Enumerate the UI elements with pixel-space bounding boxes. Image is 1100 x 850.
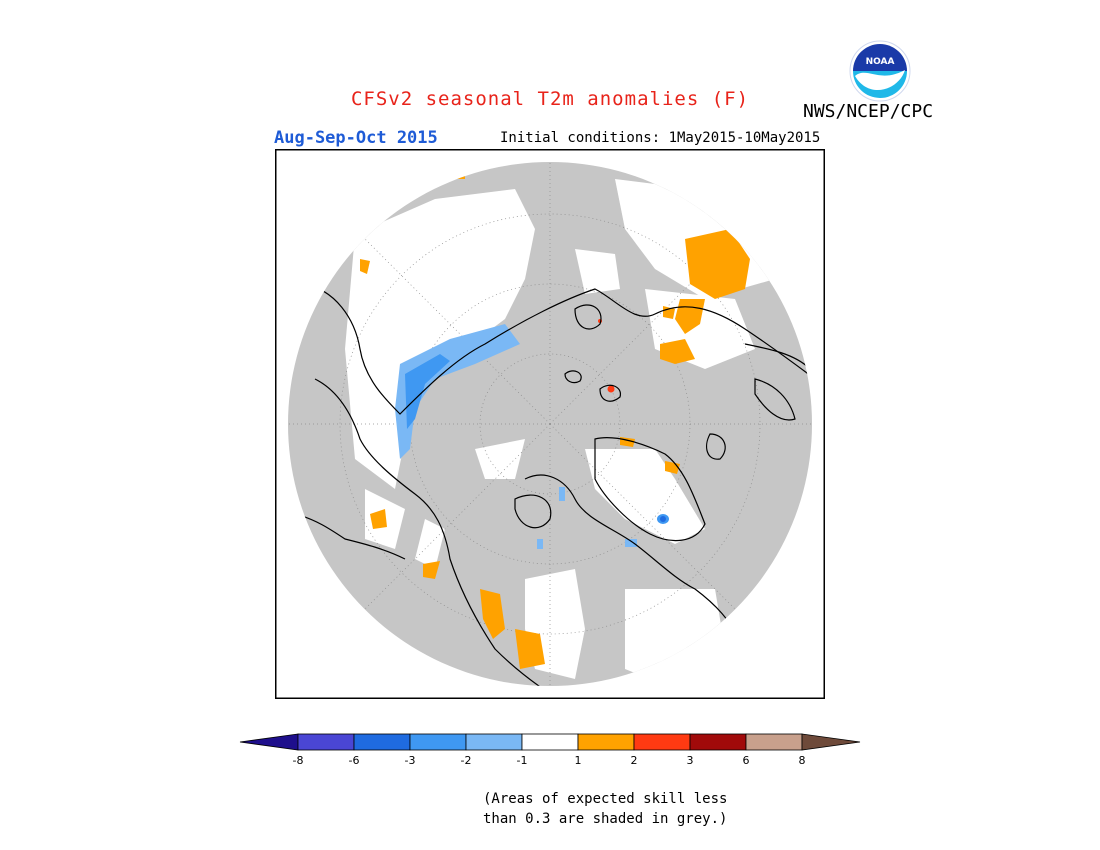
noaa-logo-icon: NOAA	[849, 40, 911, 102]
color-scale-bar: -8 -6 -3 -2 -1 1 2 3 6 8	[239, 733, 861, 767]
scale-tick-label: 8	[799, 754, 806, 767]
map-frame	[275, 149, 825, 699]
scale-tick-label: 2	[631, 754, 638, 767]
scale-swatch	[689, 733, 747, 751]
agency-label: NWS/NCEP/CPC	[803, 101, 934, 122]
skill-note-line1: (Areas of expected skill less	[483, 791, 728, 807]
scale-tick-label: -3	[405, 754, 416, 767]
scale-tick-label: -8	[293, 754, 304, 767]
map-content	[288, 162, 812, 686]
scale-swatch	[409, 733, 467, 751]
scale-swatch	[745, 733, 803, 751]
season-label: Aug-Sep-Oct 2015	[274, 128, 438, 148]
color-scale-labels: -8 -6 -3 -2 -1 1 2 3 6 8	[293, 754, 806, 767]
coastlines	[294, 283, 812, 686]
scale-tick-label: 3	[687, 754, 694, 767]
cold-anomaly-areas	[395, 324, 669, 549]
scale-swatch	[577, 733, 635, 751]
scale-tick-label: 1	[575, 754, 582, 767]
map-title: CFSv2 seasonal T2m anomalies (F)	[350, 88, 750, 110]
color-scale-swatches	[239, 733, 861, 751]
warm-anomaly-areas	[360, 164, 750, 686]
scale-swatch	[353, 733, 411, 751]
scale-tick-label: -1	[517, 754, 528, 767]
scale-swatch	[633, 733, 691, 751]
skill-note-line2: than 0.3 are shaded in grey.)	[483, 811, 728, 827]
map-outer-region	[275, 149, 825, 699]
scale-swatch	[521, 733, 579, 751]
polar-map	[275, 149, 825, 699]
scale-arrow-low	[239, 733, 299, 751]
scale-arrow-high	[801, 733, 861, 751]
scale-tick-label: -6	[349, 754, 360, 767]
scale-tick-label: 6	[743, 754, 750, 767]
logo-text: NOAA	[866, 57, 895, 67]
initial-conditions-label: Initial conditions: 1May2015-10May2015	[500, 130, 821, 146]
scale-swatch	[297, 733, 355, 751]
scale-tick-label: -2	[461, 754, 472, 767]
scale-swatch	[465, 733, 523, 751]
